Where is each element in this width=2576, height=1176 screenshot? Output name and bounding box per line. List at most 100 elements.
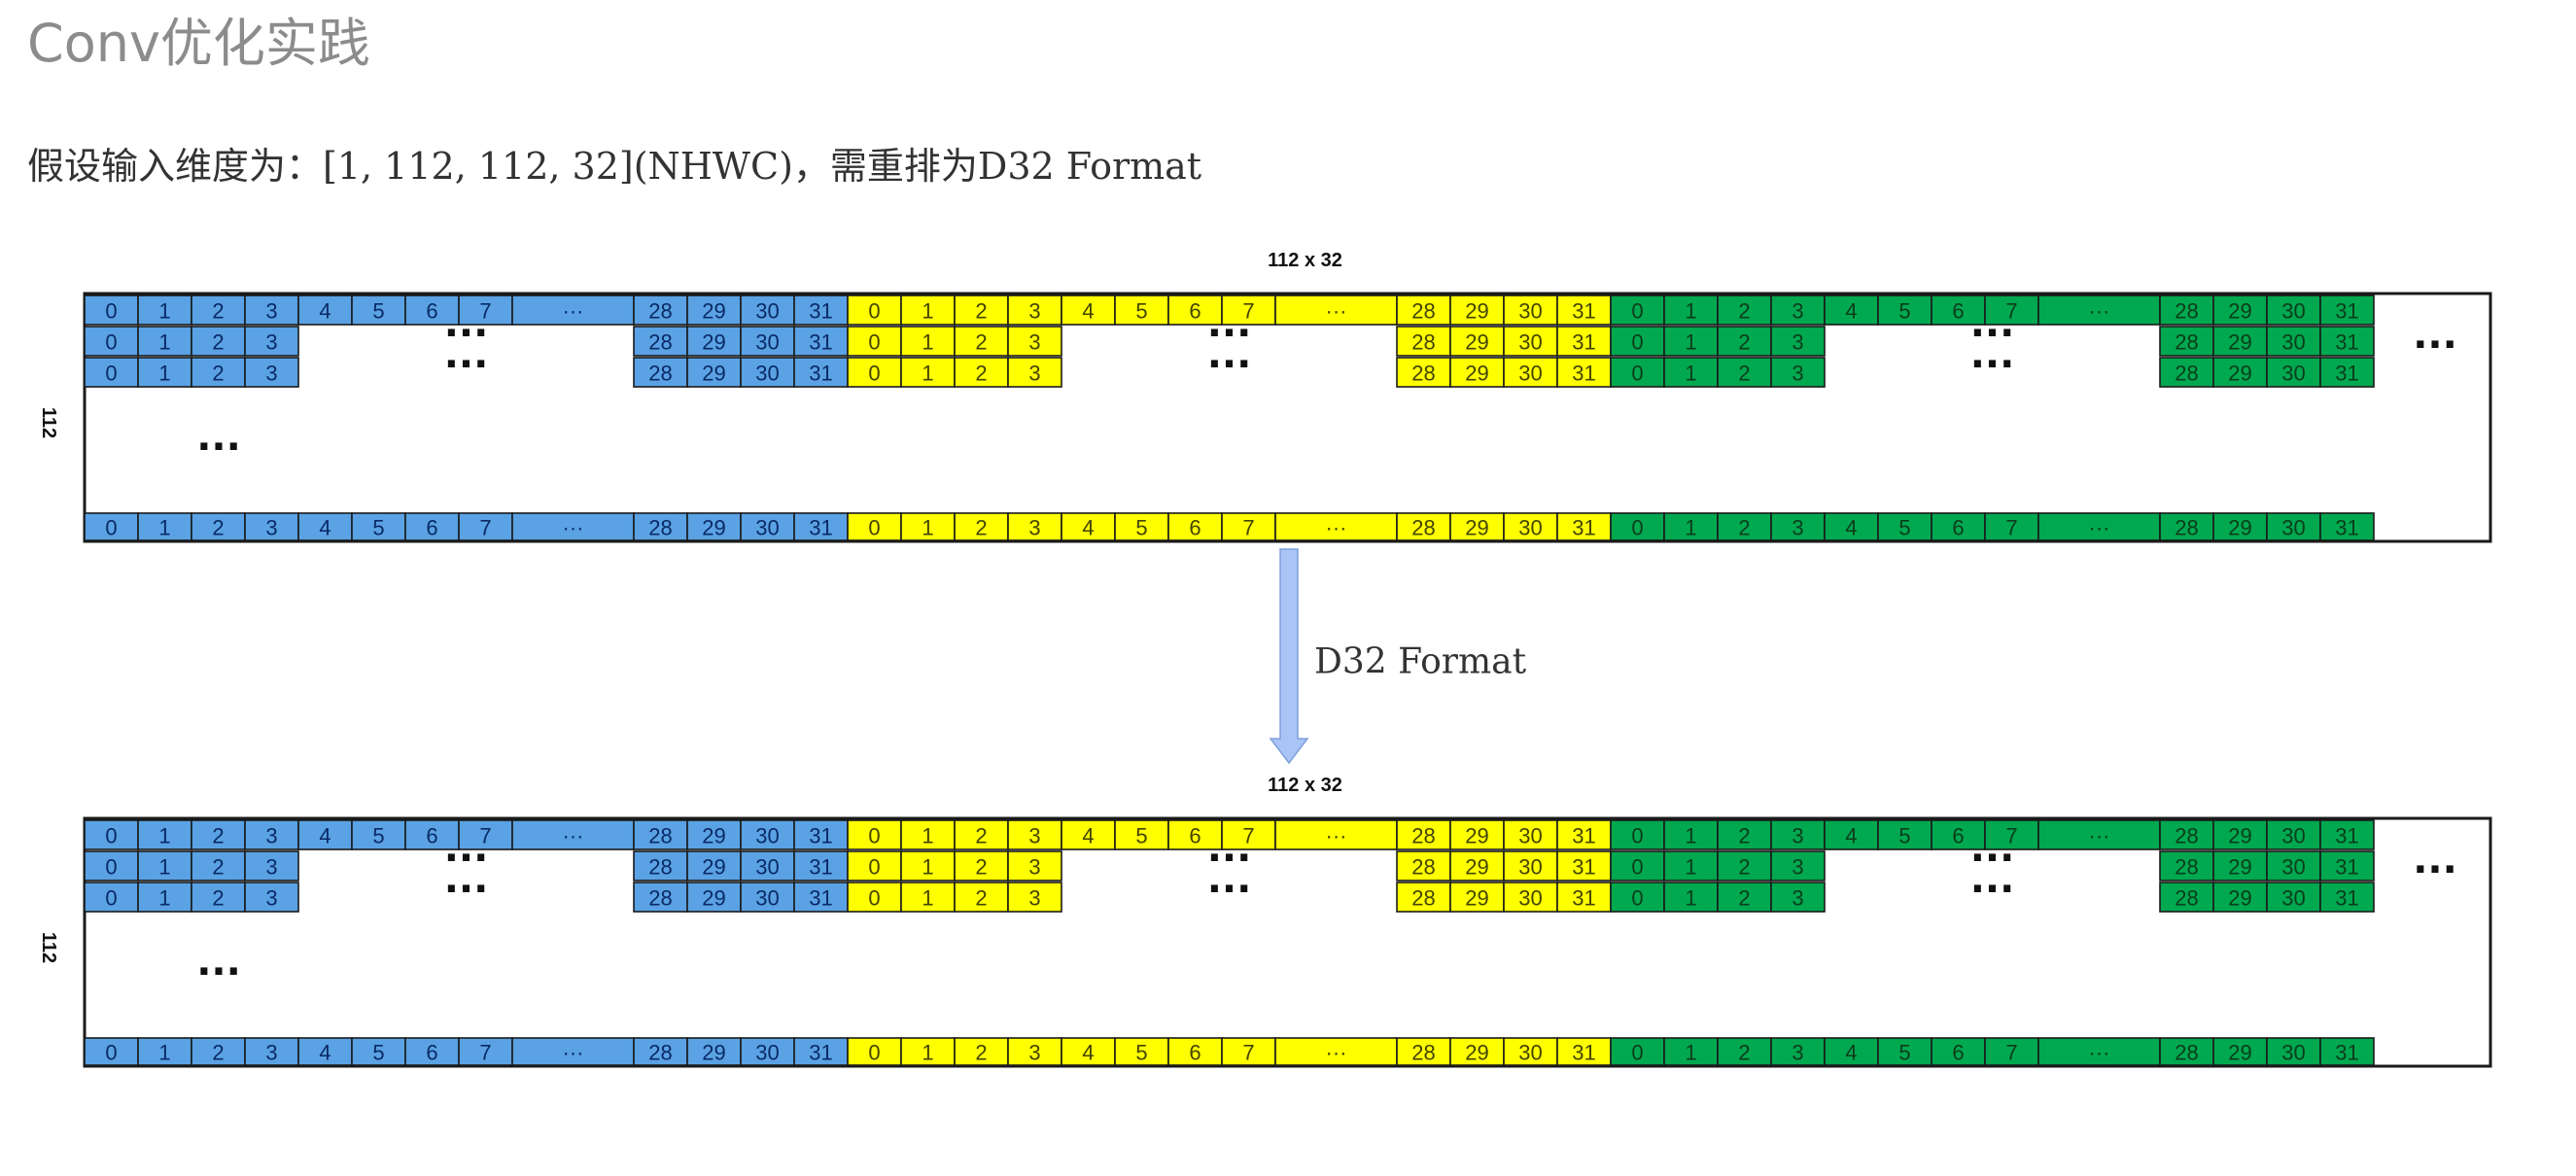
cell-label: 31: [1572, 299, 1595, 324]
cell-label: 2: [975, 362, 987, 386]
cell-label: 5: [1135, 299, 1147, 324]
cell-label: 6: [1952, 824, 1964, 848]
cell-label: 31: [809, 886, 832, 911]
green-cell: [1984, 1037, 2039, 1066]
yellow-cell: [1449, 326, 1505, 357]
green-cell: [2319, 326, 2375, 357]
width-label: 112 x 32: [1268, 775, 1342, 796]
cell-label: 4: [319, 824, 331, 848]
yellow-cell: [1114, 819, 1169, 850]
cell-label: 1: [922, 1041, 933, 1065]
cell-label: 0: [105, 1041, 117, 1065]
cell-label: 31: [809, 362, 832, 386]
cell-label: 1: [1685, 886, 1696, 911]
green-cell: [2266, 1037, 2321, 1066]
cell-label: 0: [1631, 824, 1643, 848]
yellow-cell: [900, 850, 956, 882]
blue-cell: [351, 512, 406, 541]
cell-label: 7: [2005, 299, 2017, 324]
green-cell: [1717, 850, 1772, 882]
cell-label: 30: [2281, 299, 2305, 324]
blue-cell: [511, 819, 635, 850]
cell-label: 29: [1465, 516, 1488, 540]
green-cell: [1663, 294, 1719, 326]
green-cell: [1984, 294, 2039, 326]
cell-label: 7: [2005, 1041, 2017, 1065]
yellow-cell: [1396, 326, 1451, 357]
green-cell: [1717, 357, 1772, 388]
cell-label: 30: [755, 516, 779, 540]
yellow-cell: [954, 819, 1009, 850]
cell-label: 30: [2281, 362, 2305, 386]
cell-label: 30: [1518, 1041, 1542, 1065]
cell-label: 30: [755, 330, 779, 355]
cell-label: 4: [319, 516, 331, 540]
yellow-cell: [900, 882, 956, 913]
cell-label: 1: [158, 299, 170, 324]
blue-cell: [191, 326, 246, 357]
yellow-cell: [900, 326, 956, 357]
green-cell: [1717, 326, 1772, 357]
yellow-cell: [1556, 1037, 1612, 1066]
cell-label: 1: [922, 299, 933, 324]
blue-cell: [458, 294, 513, 326]
cell-label: 2: [1738, 299, 1750, 324]
cell-label: 3: [1792, 299, 1803, 324]
cell-label: 28: [1411, 299, 1435, 324]
yellow-cell: [1007, 294, 1062, 326]
cell-label: 4: [1082, 299, 1094, 324]
cell-label: 2: [975, 330, 987, 355]
cell-label: ···: [2089, 824, 2110, 848]
cell-label: 0: [868, 855, 880, 880]
cell-label: 2: [212, 362, 224, 386]
cell-label: 31: [809, 330, 832, 355]
yellow-cell: [1556, 512, 1612, 541]
cell-label: 28: [1411, 855, 1435, 880]
cell-label: 2: [212, 1041, 224, 1065]
green-cell: [2212, 1037, 2268, 1066]
cell-label: 30: [1518, 330, 1542, 355]
cell-label: 29: [702, 299, 725, 324]
column-ellipsis: ...: [1970, 857, 2015, 902]
cell-label: 29: [1465, 330, 1488, 355]
column-ellipsis: ...: [444, 857, 489, 902]
cell-label: 5: [1898, 516, 1910, 540]
green-cell: [2037, 294, 2161, 326]
yellow-cell: [1449, 882, 1505, 913]
cell-label: 30: [1518, 824, 1542, 848]
green-cell: [2212, 850, 2268, 882]
cell-label: 2: [1738, 824, 1750, 848]
yellow-cell: [954, 882, 1009, 913]
cell-label: 0: [1631, 855, 1643, 880]
green-cell: [1610, 512, 1665, 541]
cell-label: 28: [648, 330, 672, 355]
yellow-cell: [1007, 882, 1062, 913]
yellow-cell: [1007, 819, 1062, 850]
cell-label: 31: [2335, 824, 2358, 848]
yellow-cell: [1007, 326, 1062, 357]
blue-cell: [793, 512, 849, 541]
blue-cell: [351, 1037, 406, 1066]
cell-label: 0: [868, 516, 880, 540]
cell-label: 31: [1572, 330, 1595, 355]
yellow-cell: [1396, 850, 1451, 882]
cell-label: 2: [212, 516, 224, 540]
cell-label: 3: [1792, 516, 1803, 540]
cell-label: 3: [265, 886, 277, 911]
cell-label: 0: [868, 1041, 880, 1065]
cell-label: 2: [975, 516, 987, 540]
green-cell: [2159, 294, 2214, 326]
cell-label: 29: [1465, 886, 1488, 911]
cell-label: 5: [372, 299, 384, 324]
cell-label: 1: [158, 886, 170, 911]
cell-label: 1: [1685, 1041, 1696, 1065]
cell-label: 28: [2175, 516, 2198, 540]
cell-label: 3: [265, 330, 277, 355]
blue-cell: [137, 882, 192, 913]
cell-label: 29: [1465, 824, 1488, 848]
cell-label: 30: [1518, 362, 1542, 386]
blue-cell: [191, 512, 246, 541]
green-cell: [2319, 819, 2375, 850]
yellow-cell: [1396, 819, 1451, 850]
column-ellipsis: ...: [1207, 332, 1252, 377]
